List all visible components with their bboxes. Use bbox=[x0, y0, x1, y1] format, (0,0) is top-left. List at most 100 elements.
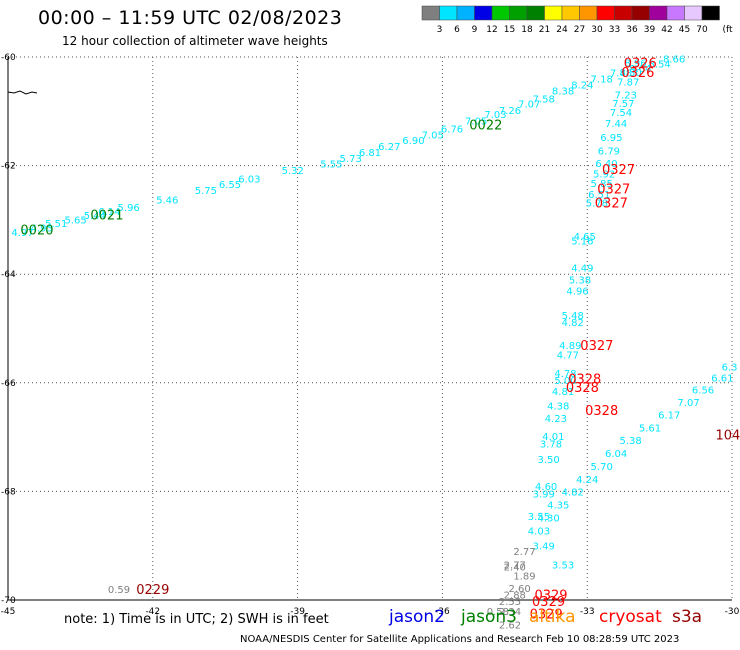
pass-time-label: 0327 bbox=[597, 182, 630, 197]
wave-height-jason3: 4.97 bbox=[11, 228, 33, 239]
wave-height-cryosat: 5.48 bbox=[562, 311, 584, 322]
wave-height-cryosat: 6.79 bbox=[598, 146, 620, 157]
colorbar-swatch bbox=[701, 5, 720, 21]
wave-height-jason3: 6.27 bbox=[378, 142, 400, 153]
wave-height-cryosat: 3.99 bbox=[533, 490, 555, 501]
wave-height-jason3: 7.58 bbox=[533, 94, 555, 105]
pass-time-label: 0328 bbox=[566, 381, 599, 396]
wave-height-altika: 2.34 bbox=[499, 607, 521, 618]
note-text: note: 1) Time is in UTC; 2) SWH is in fe… bbox=[64, 612, 329, 627]
legend-item-jason3: jason3 bbox=[461, 607, 517, 627]
wave-height-jason3: 6.55 bbox=[219, 180, 241, 191]
pass-time-label: 0329 bbox=[534, 589, 567, 604]
page-title: 00:00 – 11:59 UTC 02/08/2023 bbox=[38, 7, 343, 29]
colorbar-unit: (ft) bbox=[723, 25, 734, 35]
grid-lines bbox=[8, 56, 733, 600]
wave-height-jason3: 8.24 bbox=[571, 81, 593, 92]
wave-height-cryosat: 4.89 bbox=[559, 341, 581, 352]
wave-height-cryosat: 8.96 bbox=[624, 58, 646, 69]
wave-height-cryosat: 4.01 bbox=[542, 432, 564, 443]
x-tick-label: -42 bbox=[145, 607, 160, 617]
legend-item-s3a: s3a bbox=[672, 607, 703, 627]
axis-tick-labels: -45 -42 -39 -36 -33 -30 -60 -62 -64 -66 -68 -70 bbox=[1, 53, 740, 617]
wave-height-s3a: 7.07 bbox=[677, 398, 699, 409]
wave-height-jason3: 7.26 bbox=[499, 106, 521, 117]
wave-height-s3a: 6.04 bbox=[605, 449, 627, 460]
wave-height-jason3: 8.66 bbox=[663, 55, 685, 66]
colorbar-label: 9 bbox=[472, 25, 478, 35]
wave-height-cryosat: 3.49 bbox=[533, 542, 555, 553]
pass-time-label: 0329 bbox=[532, 595, 565, 610]
y-tick-label: -62 bbox=[1, 162, 16, 172]
x-tick-label: -33 bbox=[580, 607, 595, 617]
colorbar-label: 42 bbox=[661, 25, 672, 35]
wave-height-cryosat: 4.65 bbox=[574, 232, 596, 243]
x-tick-label: -30 bbox=[725, 607, 740, 617]
wave-height-s3a: 4.35 bbox=[547, 500, 569, 511]
wave-height-s3a: 4.30 bbox=[537, 513, 559, 524]
wave-height-cryosat: 4.77 bbox=[557, 351, 579, 362]
wave-height-altika: 1.89 bbox=[513, 572, 535, 583]
wave-height-cryosat: 6.40 bbox=[595, 159, 617, 170]
legend-item-jason2: jason2 bbox=[389, 607, 445, 627]
wave-height-jason3: 5.46 bbox=[156, 195, 178, 206]
pass-time-label: 0022 bbox=[469, 118, 502, 133]
wave-height-altika: 2.77 bbox=[504, 561, 526, 572]
colorbar-label: 21 bbox=[539, 25, 550, 35]
pass-time-label: 0329 bbox=[530, 608, 563, 623]
wave-height-cryosat: 7.57 bbox=[612, 99, 634, 110]
wave-height-s3a: 6.61 bbox=[711, 373, 733, 384]
wave-height-s3a: 4.82 bbox=[562, 487, 584, 498]
wave-height-altika: 2.55 bbox=[499, 597, 521, 608]
colorbar-label: 3 bbox=[437, 25, 443, 35]
wave-height-cryosat: 3.50 bbox=[537, 455, 559, 466]
wave-height-jason3: 6.76 bbox=[441, 125, 463, 136]
pass-time-label: 0327 bbox=[595, 197, 628, 212]
wave-height-jason3: 5.96 bbox=[118, 203, 140, 214]
pass-time-label: 0328 bbox=[585, 404, 618, 419]
pass-time-label: 0229 bbox=[136, 583, 169, 598]
legend-item-altika: altika bbox=[529, 607, 576, 627]
pass-time-label: 0327 bbox=[580, 339, 613, 354]
wave-height-jason3: 5.65 bbox=[64, 215, 86, 226]
pass-time-label: 0020 bbox=[20, 224, 53, 239]
colorbar-label: 6 bbox=[454, 25, 460, 35]
wave-height-cryosat: 3.78 bbox=[540, 440, 562, 451]
colorbar-label: 27 bbox=[574, 25, 585, 35]
wave-height-jason3: 5.51 bbox=[45, 219, 67, 230]
wave-height-altika: 2.60 bbox=[508, 584, 530, 595]
wave-height-cryosat: 7.87 bbox=[617, 77, 639, 88]
wave-height-jason3: 6.90 bbox=[402, 136, 424, 147]
pass-time-label: 0326 bbox=[624, 56, 657, 71]
plot-frame bbox=[7, 57, 732, 601]
wave-height-s3a: 6.17 bbox=[658, 410, 680, 421]
wave-height-s3a: 5.61 bbox=[639, 423, 661, 434]
wave-height-s3a: 4.03 bbox=[528, 526, 550, 537]
wave-height-s3a: 5.70 bbox=[591, 462, 613, 473]
wave-height-cryosat: 6.51 bbox=[588, 190, 610, 201]
wave-height-jason3: 5.44 bbox=[84, 211, 106, 222]
wave-height-jason3: 7.05 bbox=[422, 131, 444, 142]
x-tick-label: -36 bbox=[435, 607, 450, 617]
wave-height-cryosat: 7.23 bbox=[615, 90, 637, 101]
wave-height-jason3: 7.18 bbox=[591, 75, 613, 86]
wave-height-jason3: 7.48 bbox=[610, 69, 632, 80]
wave-height-s3a: 5.38 bbox=[620, 436, 642, 447]
wave-height-cryosat: 4.78 bbox=[554, 369, 576, 380]
wave-height-cryosat: 5.92 bbox=[593, 170, 615, 181]
wave-height-cryosat: 8.30 bbox=[620, 68, 642, 79]
wave-height-cryosat: 5.78 bbox=[586, 199, 608, 210]
wave-height-jason3: 8.54 bbox=[648, 60, 670, 71]
wave-height-jason3: 5.32 bbox=[282, 166, 304, 177]
wave-height-cryosat: 6.95 bbox=[600, 133, 622, 144]
y-tick-label: -68 bbox=[1, 487, 16, 497]
legend-item-cryosat: cryosat bbox=[599, 607, 662, 627]
wave-height-jason3: 6.14 bbox=[98, 207, 120, 218]
wave-height-cryosat: 5.00 bbox=[554, 376, 576, 387]
wave-height-altika: 2.77 bbox=[513, 547, 535, 558]
wave-height-cryosat: 4.60 bbox=[535, 482, 557, 493]
wave-height-jason3: 8.04 bbox=[629, 64, 651, 75]
wave-height-jason3: 5.55 bbox=[320, 159, 342, 170]
